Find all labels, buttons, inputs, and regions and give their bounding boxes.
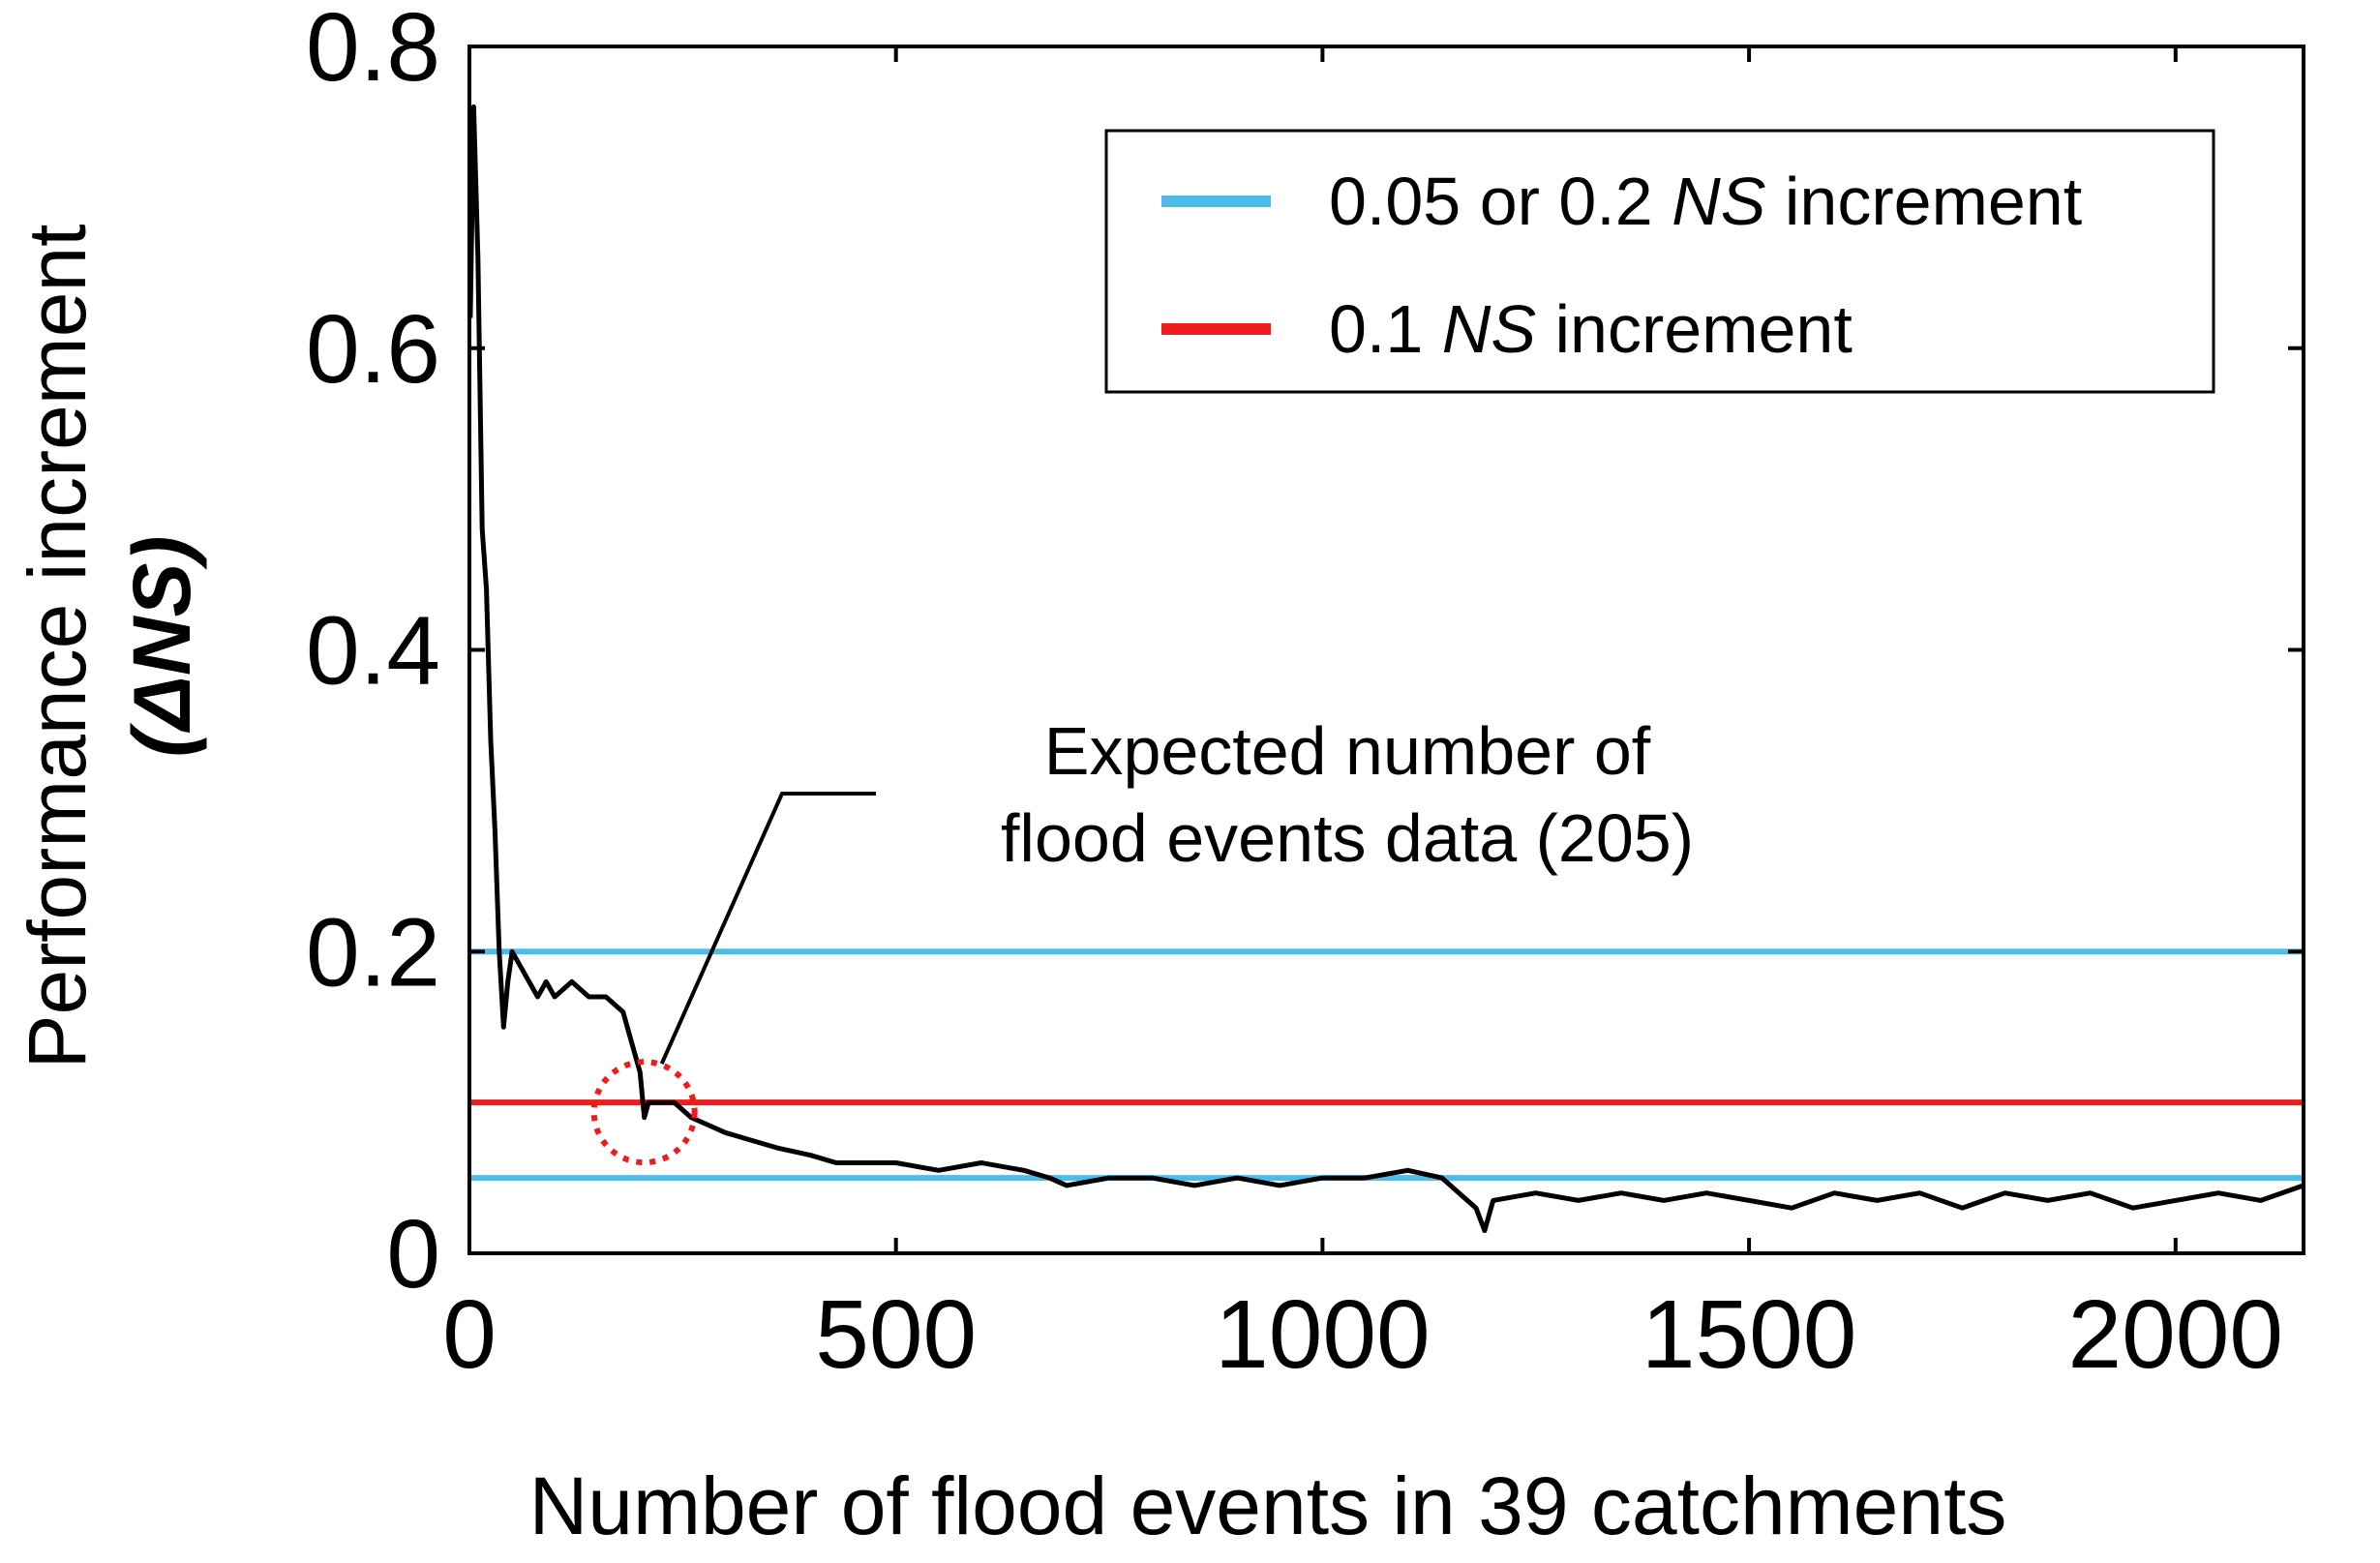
annotation-dotted-circle — [590, 1059, 698, 1166]
x-axis-label: Number of flood events in 39 catchments — [529, 1460, 2007, 1551]
legend-box — [1104, 129, 2215, 394]
legend-label-blue: 0.05 or 0.2 NS increment — [1329, 164, 2082, 239]
y-tick-label-0: 0 — [386, 1200, 440, 1308]
x-tick-label-4: 2000 — [2068, 1280, 2283, 1389]
annotation-leader-line — [659, 792, 876, 1065]
series-line-0 — [467, 104, 2305, 1234]
x-tick-label-1: 500 — [815, 1280, 977, 1389]
tick-labels: 0 500 1000 1500 2000 0 0.2 0.4 0.6 0.8 — [306, 0, 2283, 1389]
legend-label-blue-pre: 0.05 or 0.2 — [1329, 164, 1672, 239]
y-tick-label-2: 0.4 — [306, 597, 440, 706]
annotation-text-line1: Expected number of — [1044, 713, 1651, 789]
annotation: Expected number of flood events data (20… — [590, 713, 1694, 1166]
x-tick-label-3: 1500 — [1642, 1280, 1856, 1389]
y-axis-label: Performance increment — [12, 224, 103, 1068]
legend-label-red: 0.1 NS increment — [1329, 291, 1853, 367]
legend-label-red-pre: 0.1 — [1329, 291, 1442, 367]
legend-label-blue-post: increment — [1765, 164, 2082, 239]
y-tick-label-1: 0.2 — [306, 898, 440, 1007]
annotation-text-line2: flood events data (205) — [1001, 800, 1694, 876]
legend-label-blue-ns: NS — [1672, 164, 1765, 239]
x-tick-label-0: 0 — [442, 1280, 497, 1389]
reference-lines — [469, 948, 2304, 1182]
x-tick-label-2: 1000 — [1215, 1280, 1430, 1389]
y-tick-label-4: 0.8 — [306, 0, 440, 102]
legend: 0.05 or 0.2 NS increment 0.1 NS incremen… — [1104, 129, 2215, 394]
legend-label-red-post: increment — [1536, 291, 1853, 367]
legend-label-red-ns: NS — [1442, 291, 1536, 367]
axes — [467, 45, 2305, 1255]
y-tick-label-3: 0.6 — [306, 295, 440, 404]
series-layer — [467, 104, 2305, 1234]
y-axis-label-symbol: (ΔNS) — [116, 535, 207, 757]
